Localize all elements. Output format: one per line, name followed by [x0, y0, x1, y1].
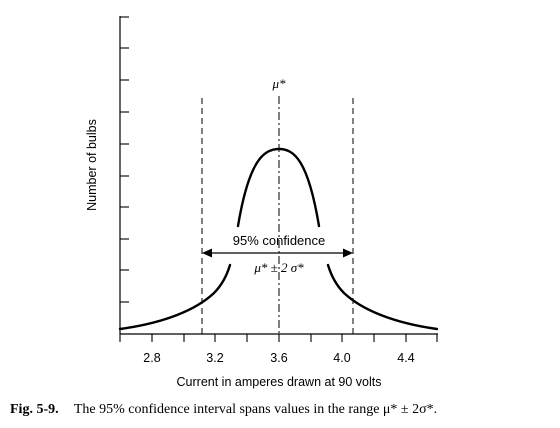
mean-label: μ*	[271, 76, 286, 91]
bell-curve-left-tail	[118, 263, 232, 331]
caption-text: The 95% confidence interval spans values…	[74, 402, 437, 417]
x-tick-label: 2.8	[143, 351, 160, 365]
y-axis-ticks	[120, 16, 129, 303]
x-axis-ticks	[119, 334, 438, 342]
range-label: μ* ± 2 σ*	[253, 260, 304, 275]
caption-prefix: Fig. 5-9.	[10, 402, 59, 417]
x-axis-title: Current in amperes drawn at 90 volts	[177, 375, 382, 389]
x-tick-label: 3.2	[206, 351, 223, 365]
confidence-label: 95% confidence	[233, 233, 326, 248]
x-tick-labels: 2.8 3.2 3.6 4.0 4.4	[143, 351, 414, 365]
interval-arrow-left-head	[202, 248, 212, 258]
bell-curve-peak	[236, 147, 321, 228]
x-tick-label: 3.6	[270, 351, 287, 365]
interval-arrow-right-head	[343, 248, 353, 258]
x-tick-label: 4.0	[333, 351, 350, 365]
y-axis-title: Number of bulbs	[85, 119, 99, 211]
x-tick-label: 4.4	[397, 351, 414, 365]
figure-caption: Fig. 5-9. The 95% confidence interval sp…	[10, 402, 437, 417]
bell-curve-right-tail	[326, 263, 439, 331]
